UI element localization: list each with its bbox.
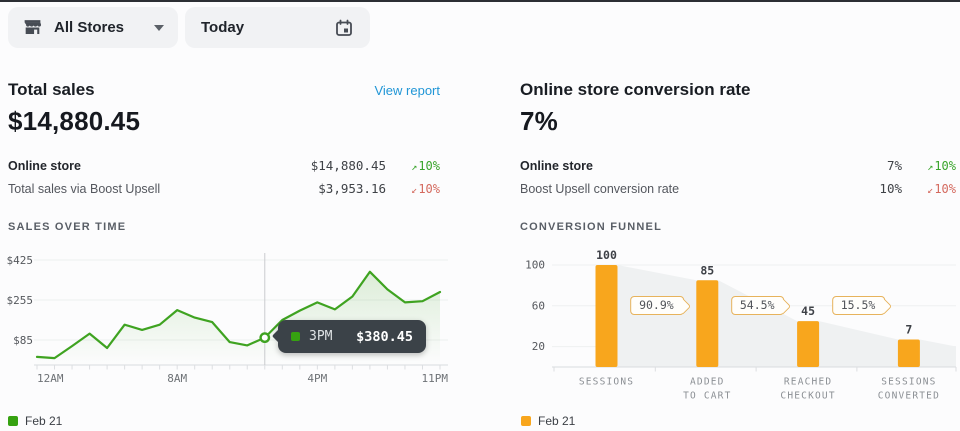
metric-value: $14,880.45: [310, 158, 386, 173]
hover-point-marker: [259, 332, 271, 344]
metric-row-online-store: Online store $14,880.45 ↗10%: [8, 154, 440, 177]
chart-tooltip: 3PM $380.45: [278, 320, 426, 353]
metric-label: Boost Upsell conversion rate: [520, 181, 680, 196]
legend-label: Feb 21: [25, 414, 63, 428]
trend-up-icon: ↗: [411, 161, 418, 173]
trend-up-icon: ↗: [927, 161, 934, 173]
y-axis-tick-label: 20: [532, 340, 545, 353]
legend-label: Feb 21: [538, 414, 576, 428]
funnel-bar[interactable]: [797, 321, 820, 367]
trend-percent: 10%: [418, 181, 440, 196]
sales-over-time-title: SALES OVER TIME: [8, 221, 127, 233]
y-axis-tick-label: $255: [7, 294, 34, 307]
sales-chart-legend: Feb 21: [8, 414, 62, 428]
tooltip-series-swatch: [291, 332, 300, 341]
storefront-icon: [22, 17, 43, 38]
conversion-funnel-title: CONVERSION FUNNEL: [520, 221, 663, 233]
bar-value-label: 45: [801, 304, 815, 318]
trend-badge: ↗10%: [902, 159, 956, 173]
trend-down-icon: ↙: [927, 184, 934, 196]
category-label: CHECKOUT: [780, 391, 835, 402]
funnel-bar[interactable]: [897, 339, 920, 367]
sales-over-time-chart[interactable]: $85 $255 $425 12AM 8AM 4PM 11PM: [0, 247, 450, 387]
conversion-funnel-chart[interactable]: 20 60 100 100 SESSIONS 85 ADDED TO CART 45 REACHE…: [518, 247, 960, 412]
trend-badge: ↗10%: [386, 159, 440, 173]
category-label: SESSIONS: [579, 377, 634, 388]
metric-label: Total sales via Boost Upsell: [8, 181, 161, 196]
date-selector-label: Today: [201, 19, 245, 36]
metric-row-boost-upsell: Total sales via Boost Upsell $3,953.16 ↙…: [8, 177, 440, 200]
store-selector-label: All Stores: [54, 19, 125, 36]
total-sales-title: Total sales: [8, 80, 95, 99]
category-label: REACHED: [784, 377, 832, 388]
y-axis-tick-label: $425: [7, 254, 34, 267]
metric-label: Online store: [8, 158, 81, 173]
category-label: ADDED: [690, 377, 725, 388]
trend-percent: 10%: [418, 158, 440, 173]
chevron-down-icon: [154, 24, 164, 31]
view-report-link[interactable]: View report: [374, 83, 440, 98]
x-axis-tick-label: 12AM: [37, 372, 64, 385]
metric-row-boost-upsell-rate: Boost Upsell conversion rate 10% ↙10%: [520, 177, 956, 200]
y-axis-tick-label: $85: [13, 334, 33, 347]
trend-percent: 10%: [934, 181, 956, 196]
metric-value: 10%: [879, 181, 902, 196]
total-sales-breakdown: Online store $14,880.45 ↗10% Total sales…: [8, 154, 440, 200]
tooltip-time: 3PM: [309, 329, 333, 344]
category-label: SESSIONS: [881, 377, 936, 388]
x-axis-tick-label: 11PM: [422, 372, 449, 385]
category-label: TO CART: [683, 391, 731, 402]
calendar-icon: [334, 18, 354, 38]
tooltip-value: $380.45: [356, 328, 413, 345]
conversion-rate-header: Online store conversion rate: [520, 80, 956, 100]
funnel-chart-legend: Feb 21: [521, 414, 575, 428]
bar-value-label: 85: [700, 263, 714, 277]
category-label: CONVERTED: [878, 391, 940, 402]
total-sales-value: $14,880.45: [8, 106, 141, 136]
bar-value-label: 100: [596, 248, 617, 262]
bar-value-label: 7: [905, 322, 912, 336]
legend-swatch-green: [8, 416, 18, 426]
trend-badge: ↙10%: [902, 182, 956, 196]
metric-value: 7%: [886, 158, 902, 173]
x-axis-tick-label: 4PM: [307, 372, 327, 385]
x-axis-tick-label: 8AM: [167, 372, 187, 385]
metric-label: Online store: [520, 158, 593, 173]
y-axis-tick-label: 60: [532, 299, 545, 312]
funnel-bar[interactable]: [595, 265, 618, 367]
conversion-breakdown: Online store 7% ↗10% Boost Upsell conver…: [520, 154, 956, 200]
legend-swatch-orange: [521, 416, 531, 426]
y-axis-tick-label: 100: [525, 259, 545, 272]
store-selector-button[interactable]: All Stores: [8, 7, 178, 48]
metric-value: $3,953.16: [318, 181, 386, 196]
conversion-rate-value: 7%: [520, 106, 558, 136]
total-sales-header: Total sales View report: [8, 80, 440, 100]
sales-line-series[interactable]: [35, 270, 442, 360]
trend-badge: ↙10%: [386, 182, 440, 196]
date-selector-button[interactable]: Today: [185, 7, 370, 48]
trend-percent: 10%: [934, 158, 956, 173]
metric-row-online-store-rate: Online store 7% ↗10%: [520, 154, 956, 177]
funnel-bar[interactable]: [696, 280, 719, 367]
conversion-rate-title: Online store conversion rate: [520, 80, 751, 99]
trend-down-icon: ↙: [411, 184, 418, 196]
